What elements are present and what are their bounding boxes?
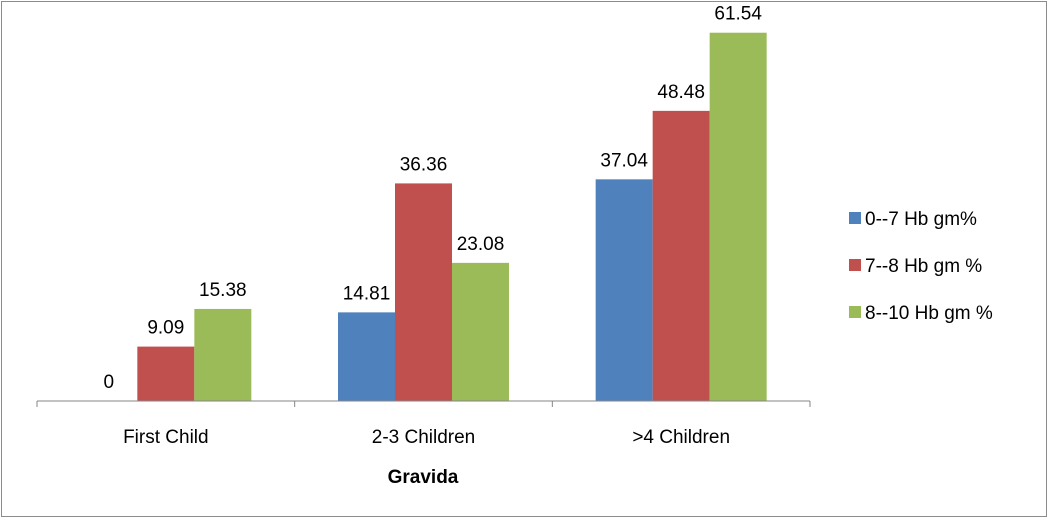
- data-label-series2-3: 48.48: [657, 82, 705, 103]
- legend-item-series2: 7--8 Hb gm %: [849, 256, 982, 277]
- legend-swatch: [849, 212, 861, 224]
- bar-series3-2: [452, 262, 509, 401]
- data-labels-layer: 0 9.09 15.38 14.81 36.36 23.08 37.04 48.48 61.54: [104, 4, 763, 393]
- bars-layer: [137, 32, 767, 402]
- legend-label: 7--8 Hb gm %: [865, 256, 982, 277]
- x-axis: First Child 2-3 Children >4 Children: [36, 400, 811, 448]
- x-tick-label: >4 Children: [632, 427, 730, 448]
- bar-series2-3: [652, 110, 710, 401]
- bar-series2-1: [137, 346, 195, 401]
- bar-series1-3: [595, 179, 653, 401]
- x-tick-label: 2-3 Children: [372, 427, 476, 448]
- data-label-series3-2: 23.08: [457, 234, 505, 255]
- data-label-series3-1: 15.38: [199, 280, 247, 301]
- bar-series2-2: [395, 183, 452, 401]
- data-label-series1-2: 14.81: [343, 283, 391, 304]
- bar-series1-2: [338, 312, 395, 401]
- legend-item-series1: 0--7 Hb gm%: [849, 209, 977, 230]
- legend-item-series3: 8--10 Hb gm %: [849, 303, 993, 324]
- legend-label: 0--7 Hb gm%: [865, 209, 977, 230]
- bar-series3-3: [709, 32, 767, 402]
- bar-series3-1: [194, 308, 252, 401]
- data-label-series3-3: 61.54: [714, 4, 762, 25]
- data-label-series2-2: 36.36: [400, 154, 448, 175]
- x-tick-label: First Child: [123, 427, 209, 448]
- data-label-series1-1: 0: [104, 372, 115, 393]
- data-label-series1-3: 37.04: [600, 150, 648, 171]
- legend-swatch: [849, 306, 861, 318]
- legend: 0--7 Hb gm% 7--8 Hb gm % 8--10 Hb gm %: [849, 209, 993, 324]
- x-axis-title: Gravida: [388, 467, 459, 488]
- legend-swatch: [849, 259, 861, 271]
- data-label-series2-1: 9.09: [147, 318, 184, 339]
- legend-label: 8--10 Hb gm %: [865, 303, 993, 324]
